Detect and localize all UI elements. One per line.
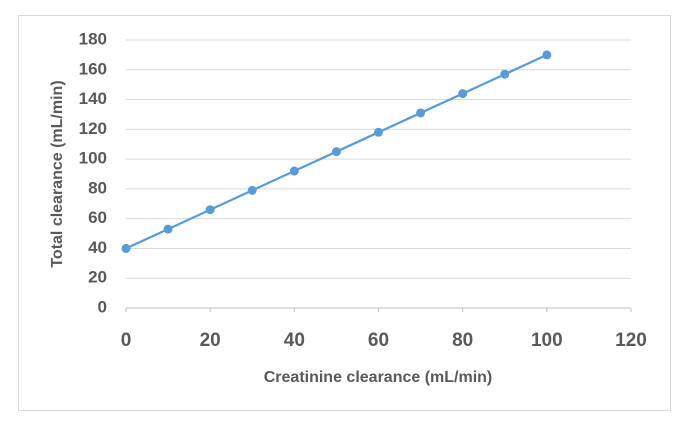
x-tick-label: 0 <box>121 330 132 351</box>
marker <box>247 185 257 195</box>
y-tick-label: 140 <box>79 89 107 108</box>
y-tick-label: 40 <box>88 238 107 257</box>
plot <box>121 50 552 253</box>
y-tick-label: 100 <box>79 149 107 168</box>
marker <box>289 166 299 176</box>
marker <box>163 224 173 234</box>
y-tick-label: 20 <box>88 268 107 287</box>
x-tick-label: 120 <box>615 330 647 351</box>
grid <box>125 39 632 312</box>
y-tick-label: 0 <box>98 297 107 316</box>
x-tick-label: 40 <box>284 330 305 351</box>
chart-border <box>18 15 671 411</box>
marker <box>121 243 131 253</box>
x-tick-label: 60 <box>368 330 389 351</box>
x-tick-label: 100 <box>531 330 563 351</box>
marker <box>331 147 341 157</box>
y-tick-label: 180 <box>79 29 107 48</box>
marker <box>500 69 510 79</box>
x-axis-title: Creatinine clearance (mL/min) <box>264 369 493 386</box>
marker <box>458 89 468 99</box>
y-tick-label: 80 <box>88 178 107 197</box>
y-tick-label: 160 <box>79 59 107 78</box>
marker <box>542 50 552 60</box>
marker <box>416 108 426 118</box>
marker <box>374 127 383 137</box>
marker <box>205 205 215 215</box>
x-tick-label: 20 <box>200 330 221 351</box>
x-tick-label: 80 <box>452 330 473 351</box>
y-tick-label: 120 <box>79 119 107 138</box>
y-tick-label: 60 <box>88 208 107 227</box>
y-axis-title: Total clearance (mL/min) <box>49 80 66 267</box>
